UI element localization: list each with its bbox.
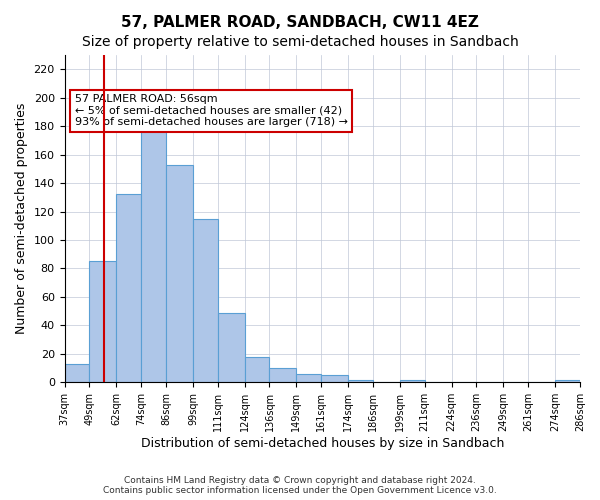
Bar — [348, 380, 373, 382]
Bar — [400, 380, 425, 382]
Bar — [296, 374, 321, 382]
Text: Size of property relative to semi-detached houses in Sandbach: Size of property relative to semi-detach… — [82, 35, 518, 49]
Bar — [269, 368, 296, 382]
Bar — [141, 120, 166, 382]
Y-axis label: Number of semi-detached properties: Number of semi-detached properties — [15, 103, 28, 334]
Bar — [65, 364, 89, 382]
Bar — [166, 164, 193, 382]
Bar — [321, 375, 348, 382]
Bar — [116, 194, 141, 382]
Bar — [245, 356, 269, 382]
Bar — [193, 218, 218, 382]
Bar — [89, 262, 116, 382]
Bar — [555, 380, 580, 382]
Text: Contains HM Land Registry data © Crown copyright and database right 2024.
Contai: Contains HM Land Registry data © Crown c… — [103, 476, 497, 495]
Text: 57 PALMER ROAD: 56sqm
← 5% of semi-detached houses are smaller (42)
93% of semi-: 57 PALMER ROAD: 56sqm ← 5% of semi-detac… — [75, 94, 348, 128]
Text: 57, PALMER ROAD, SANDBACH, CW11 4EZ: 57, PALMER ROAD, SANDBACH, CW11 4EZ — [121, 15, 479, 30]
X-axis label: Distribution of semi-detached houses by size in Sandbach: Distribution of semi-detached houses by … — [140, 437, 504, 450]
Bar — [218, 312, 245, 382]
